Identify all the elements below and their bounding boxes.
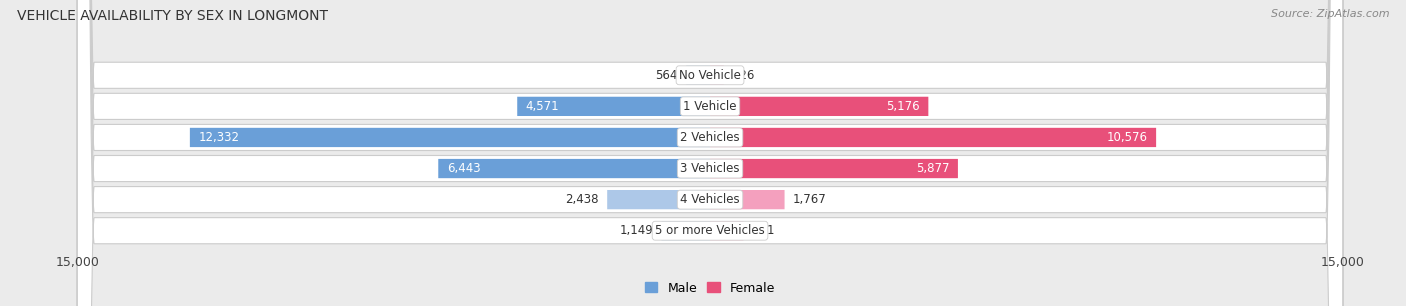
FancyBboxPatch shape xyxy=(190,128,710,147)
Text: Source: ZipAtlas.com: Source: ZipAtlas.com xyxy=(1271,9,1389,19)
Text: 1,767: 1,767 xyxy=(793,193,827,206)
FancyBboxPatch shape xyxy=(77,0,1343,306)
FancyBboxPatch shape xyxy=(710,97,928,116)
Text: 5,877: 5,877 xyxy=(915,162,949,175)
FancyBboxPatch shape xyxy=(710,66,724,85)
Text: 2 Vehicles: 2 Vehicles xyxy=(681,131,740,144)
Text: 12,332: 12,332 xyxy=(198,131,239,144)
FancyBboxPatch shape xyxy=(710,128,1156,147)
FancyBboxPatch shape xyxy=(77,0,1343,306)
FancyBboxPatch shape xyxy=(77,0,1343,306)
Text: 5,176: 5,176 xyxy=(886,100,920,113)
FancyBboxPatch shape xyxy=(77,0,1343,306)
Text: 1 Vehicle: 1 Vehicle xyxy=(683,100,737,113)
Legend: Male, Female: Male, Female xyxy=(640,277,780,300)
FancyBboxPatch shape xyxy=(710,221,744,240)
FancyBboxPatch shape xyxy=(517,97,710,116)
Text: 326: 326 xyxy=(733,69,755,82)
Text: 5 or more Vehicles: 5 or more Vehicles xyxy=(655,224,765,237)
Text: VEHICLE AVAILABILITY BY SEX IN LONGMONT: VEHICLE AVAILABILITY BY SEX IN LONGMONT xyxy=(17,9,328,23)
Text: 3 Vehicles: 3 Vehicles xyxy=(681,162,740,175)
FancyBboxPatch shape xyxy=(710,190,785,209)
Text: 1,149: 1,149 xyxy=(620,224,654,237)
Text: 2,438: 2,438 xyxy=(565,193,599,206)
Text: 4,571: 4,571 xyxy=(526,100,560,113)
FancyBboxPatch shape xyxy=(662,221,710,240)
FancyBboxPatch shape xyxy=(77,0,1343,306)
FancyBboxPatch shape xyxy=(439,159,710,178)
FancyBboxPatch shape xyxy=(77,0,1343,306)
Text: 4 Vehicles: 4 Vehicles xyxy=(681,193,740,206)
Text: 6,443: 6,443 xyxy=(447,162,481,175)
Text: 564: 564 xyxy=(655,69,678,82)
FancyBboxPatch shape xyxy=(607,190,710,209)
Text: No Vehicle: No Vehicle xyxy=(679,69,741,82)
Text: 10,576: 10,576 xyxy=(1107,131,1147,144)
FancyBboxPatch shape xyxy=(686,66,710,85)
Text: 791: 791 xyxy=(752,224,775,237)
FancyBboxPatch shape xyxy=(710,159,957,178)
